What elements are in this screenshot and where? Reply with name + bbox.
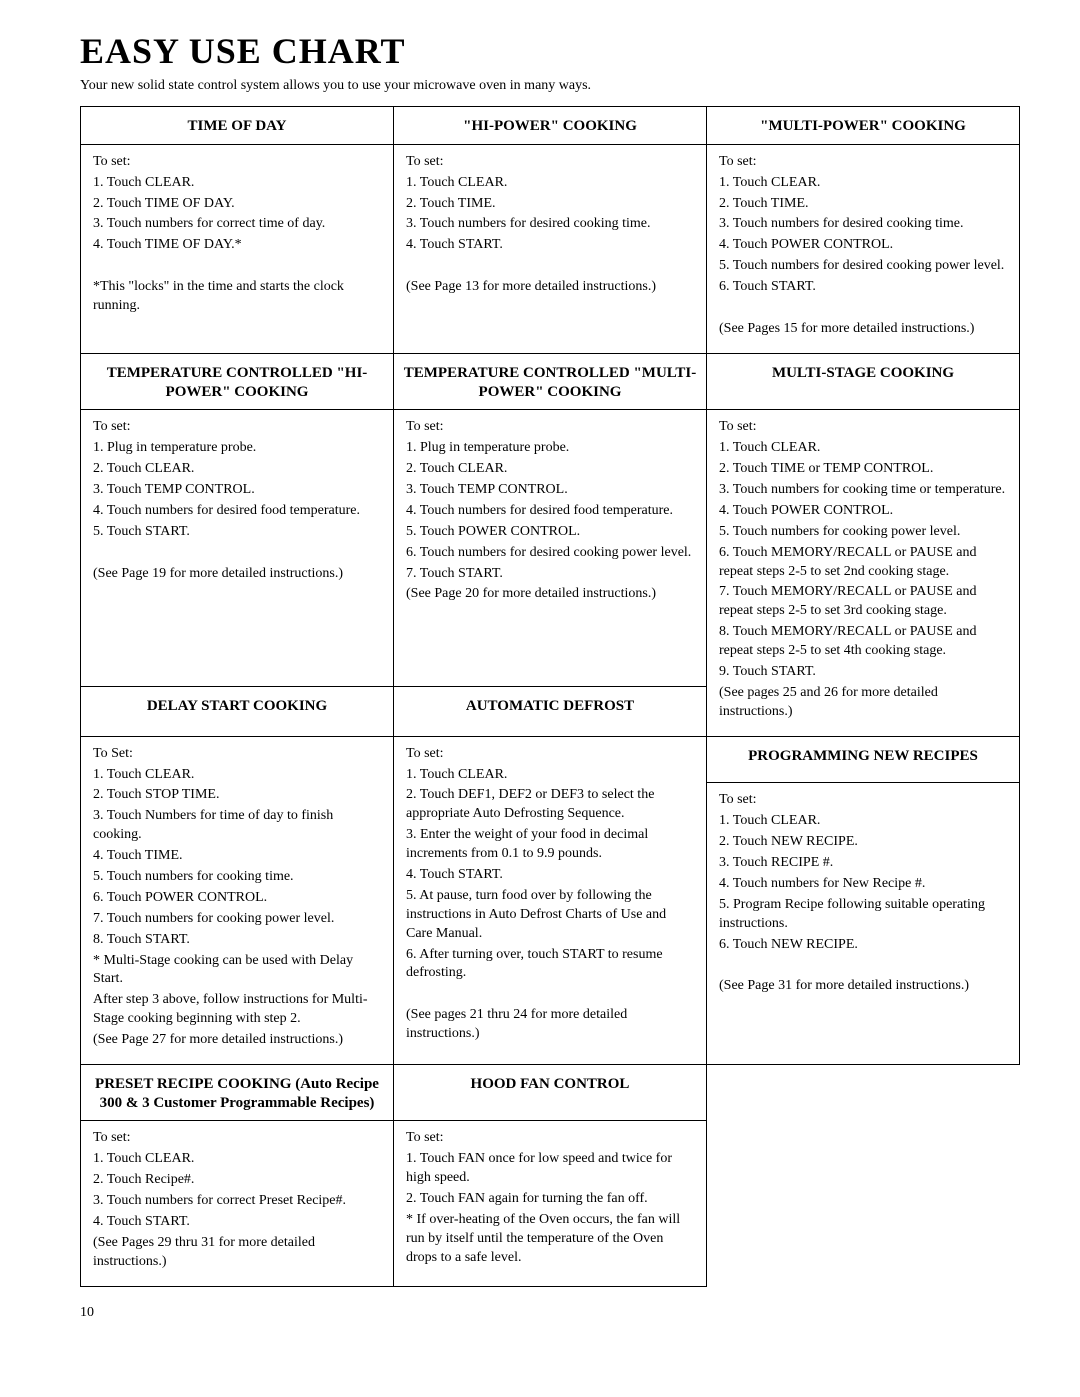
header-preset: PRESET RECIPE COOKING (Auto Recipe 300 &… [81, 1065, 393, 1121]
body-time-of-day: To set:1. Touch CLEAR.2. Touch TIME OF D… [81, 145, 393, 330]
page-number: 10 [80, 1305, 1020, 1321]
body-prog-recipes: To set:1. Touch CLEAR.2. Touch NEW RECIP… [707, 783, 1019, 1010]
header-time-of-day: TIME OF DAY [81, 107, 393, 144]
body-hi-power: To set:1. Touch CLEAR.2. Touch TIME.3. T… [394, 145, 706, 311]
body-multi-power: To set:1. Touch CLEAR.2. Touch TIME.3. T… [707, 145, 1019, 353]
header-multi-stage: MULTI-STAGE COOKING [707, 354, 1019, 391]
header-delay: DELAY START COOKING [81, 687, 393, 724]
page-subtitle: Your new solid state control system allo… [80, 78, 1020, 94]
header-hi-power: "HI-POWER" COOKING [394, 107, 706, 144]
header-hood-fan: HOOD FAN CONTROL [394, 1065, 706, 1102]
body-delay: To Set:1. Touch CLEAR.2. Touch STOP TIME… [81, 737, 393, 1064]
body-temp-hi: To set:1. Plug in temperature probe.2. T… [81, 410, 393, 597]
body-auto-defrost: To set:1. Touch CLEAR.2. Touch DEF1, DEF… [394, 737, 706, 1058]
body-temp-multi: To set:1. Plug in temperature probe.2. T… [394, 410, 706, 618]
body-hood-fan: To set:1. Touch FAN once for low speed a… [394, 1121, 706, 1281]
page-title: EASY USE CHART [80, 30, 1020, 72]
body-preset: To set:1. Touch CLEAR.2. Touch Recipe#.3… [81, 1121, 393, 1285]
header-temp-hi: TEMPERATURE CONTROLLED "HI-POWER" COOKIN… [81, 354, 393, 410]
header-temp-multi: TEMPERATURE CONTROLLED "MULTI-POWER" COO… [394, 354, 706, 410]
header-auto-defrost: AUTOMATIC DEFROST [394, 687, 706, 724]
header-prog-recipes: PROGRAMMING NEW RECIPES [707, 737, 1019, 774]
body-multi-stage: To set:1. Touch CLEAR.2. Touch TIME or T… [707, 410, 1019, 735]
easy-use-chart: TIME OF DAY "HI-POWER" COOKING "MULTI-PO… [80, 106, 1020, 1287]
header-multi-power: "MULTI-POWER" COOKING [707, 107, 1019, 144]
